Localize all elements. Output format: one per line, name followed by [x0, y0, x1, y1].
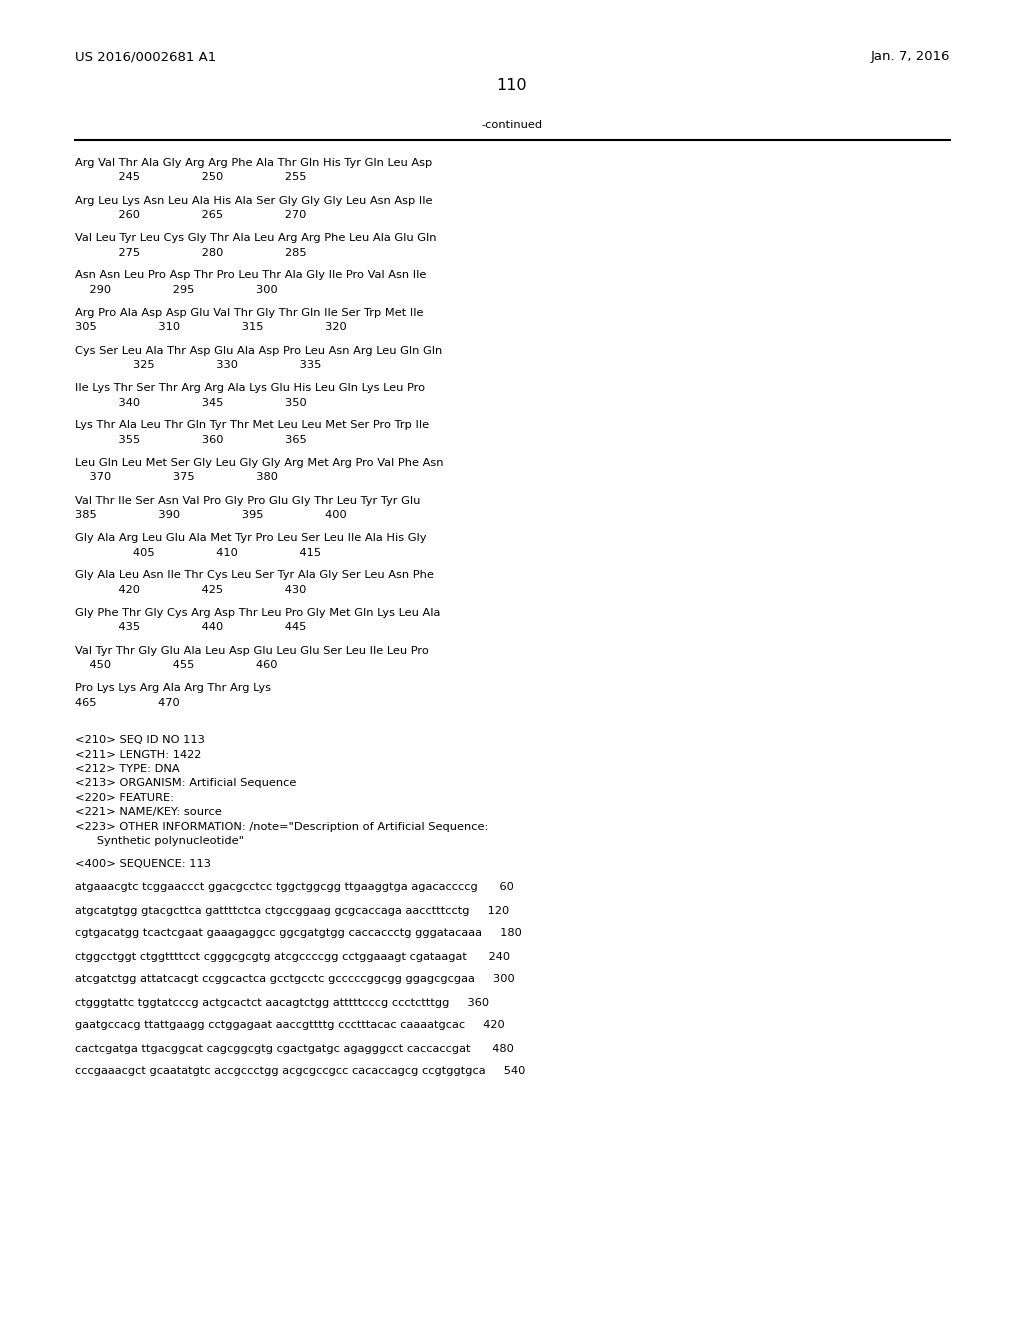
Text: 435                 440                 445: 435 440 445 — [75, 623, 306, 632]
Text: 450                 455                 460: 450 455 460 — [75, 660, 278, 671]
Text: <221> NAME/KEY: source: <221> NAME/KEY: source — [75, 808, 222, 817]
Text: 370                 375                 380: 370 375 380 — [75, 473, 278, 483]
Text: <212> TYPE: DNA: <212> TYPE: DNA — [75, 764, 179, 774]
Text: Arg Leu Lys Asn Leu Ala His Ala Ser Gly Gly Gly Leu Asn Asp Ile: Arg Leu Lys Asn Leu Ala His Ala Ser Gly … — [75, 195, 432, 206]
Text: Synthetic polynucleotide": Synthetic polynucleotide" — [75, 837, 244, 846]
Text: 465                 470: 465 470 — [75, 697, 180, 708]
Text: <210> SEQ ID NO 113: <210> SEQ ID NO 113 — [75, 735, 205, 744]
Text: atgcatgtgg gtacgcttca gattttctca ctgccggaag gcgcaccaga aacctttcctg     120: atgcatgtgg gtacgcttca gattttctca ctgccgg… — [75, 906, 509, 916]
Text: <220> FEATURE:: <220> FEATURE: — [75, 793, 174, 803]
Text: atgaaacgtc tcggaaccct ggacgcctcc tggctggcgg ttgaaggtga agacaccccg      60: atgaaacgtc tcggaaccct ggacgcctcc tggctgg… — [75, 883, 514, 892]
Text: 405                 410                 415: 405 410 415 — [75, 548, 322, 557]
Text: Gly Ala Arg Leu Glu Ala Met Tyr Pro Leu Ser Leu Ile Ala His Gly: Gly Ala Arg Leu Glu Ala Met Tyr Pro Leu … — [75, 533, 427, 543]
Text: 420                 425                 430: 420 425 430 — [75, 585, 306, 595]
Text: 245                 250                 255: 245 250 255 — [75, 173, 306, 182]
Text: Pro Lys Lys Arg Ala Arg Thr Arg Lys: Pro Lys Lys Arg Ala Arg Thr Arg Lys — [75, 682, 271, 693]
Text: atcgatctgg attatcacgt ccggcactca gcctgcctc gcccccggcgg ggagcgcgaa     300: atcgatctgg attatcacgt ccggcactca gcctgcc… — [75, 974, 515, 985]
Text: Gly Ala Leu Asn Ile Thr Cys Leu Ser Tyr Ala Gly Ser Leu Asn Phe: Gly Ala Leu Asn Ile Thr Cys Leu Ser Tyr … — [75, 570, 434, 581]
Text: 275                 280                 285: 275 280 285 — [75, 248, 306, 257]
Text: Asn Asn Leu Pro Asp Thr Pro Leu Thr Ala Gly Ile Pro Val Asn Ile: Asn Asn Leu Pro Asp Thr Pro Leu Thr Ala … — [75, 271, 426, 281]
Text: ctggcctggt ctggttttcct cgggcgcgtg atcgccccgg cctggaaagt cgataagat      240: ctggcctggt ctggttttcct cgggcgcgtg atcgcc… — [75, 952, 510, 961]
Text: US 2016/0002681 A1: US 2016/0002681 A1 — [75, 50, 216, 63]
Text: 340                 345                 350: 340 345 350 — [75, 397, 307, 408]
Text: Cys Ser Leu Ala Thr Asp Glu Ala Asp Pro Leu Asn Arg Leu Gln Gln: Cys Ser Leu Ala Thr Asp Glu Ala Asp Pro … — [75, 346, 442, 355]
Text: ctgggtattc tggtatcccg actgcactct aacagtctgg atttttcccg ccctctttgg     360: ctgggtattc tggtatcccg actgcactct aacagtc… — [75, 998, 489, 1007]
Text: 305                 310                 315                 320: 305 310 315 320 — [75, 322, 347, 333]
Text: cccgaaacgct gcaatatgtc accgccctgg acgcgccgcc cacaccagcg ccgtggtgca     540: cccgaaacgct gcaatatgtc accgccctgg acgcgc… — [75, 1067, 525, 1077]
Text: Val Tyr Thr Gly Glu Ala Leu Asp Glu Leu Glu Ser Leu Ile Leu Pro: Val Tyr Thr Gly Glu Ala Leu Asp Glu Leu … — [75, 645, 429, 656]
Text: <211> LENGTH: 1422: <211> LENGTH: 1422 — [75, 750, 202, 759]
Text: Val Leu Tyr Leu Cys Gly Thr Ala Leu Arg Arg Phe Leu Ala Glu Gln: Val Leu Tyr Leu Cys Gly Thr Ala Leu Arg … — [75, 234, 436, 243]
Text: Jan. 7, 2016: Jan. 7, 2016 — [870, 50, 950, 63]
Text: Val Thr Ile Ser Asn Val Pro Gly Pro Glu Gly Thr Leu Tyr Tyr Glu: Val Thr Ile Ser Asn Val Pro Gly Pro Glu … — [75, 495, 421, 506]
Text: 385                 390                 395                 400: 385 390 395 400 — [75, 510, 347, 520]
Text: cactcgatga ttgacggcat cagcggcgtg cgactgatgc agagggcct caccaccgat      480: cactcgatga ttgacggcat cagcggcgtg cgactga… — [75, 1044, 514, 1053]
Text: <400> SEQUENCE: 113: <400> SEQUENCE: 113 — [75, 859, 211, 870]
Text: -continued: -continued — [481, 120, 543, 129]
Text: Arg Pro Ala Asp Asp Glu Val Thr Gly Thr Gln Ile Ser Trp Met Ile: Arg Pro Ala Asp Asp Glu Val Thr Gly Thr … — [75, 308, 424, 318]
Text: <223> OTHER INFORMATION: /note="Description of Artificial Sequence:: <223> OTHER INFORMATION: /note="Descript… — [75, 822, 488, 832]
Text: 355                 360                 365: 355 360 365 — [75, 436, 307, 445]
Text: Leu Gln Leu Met Ser Gly Leu Gly Gly Arg Met Arg Pro Val Phe Asn: Leu Gln Leu Met Ser Gly Leu Gly Gly Arg … — [75, 458, 443, 469]
Text: <213> ORGANISM: Artificial Sequence: <213> ORGANISM: Artificial Sequence — [75, 779, 296, 788]
Text: 110: 110 — [497, 78, 527, 92]
Text: Gly Phe Thr Gly Cys Arg Asp Thr Leu Pro Gly Met Gln Lys Leu Ala: Gly Phe Thr Gly Cys Arg Asp Thr Leu Pro … — [75, 609, 440, 618]
Text: Arg Val Thr Ala Gly Arg Arg Phe Ala Thr Gln His Tyr Gln Leu Asp: Arg Val Thr Ala Gly Arg Arg Phe Ala Thr … — [75, 158, 432, 168]
Text: 290                 295                 300: 290 295 300 — [75, 285, 278, 294]
Text: cgtgacatgg tcactcgaat gaaagaggcc ggcgatgtgg caccaccctg gggatacaaa     180: cgtgacatgg tcactcgaat gaaagaggcc ggcgatg… — [75, 928, 522, 939]
Text: gaatgccacg ttattgaagg cctggagaat aaccgttttg ccctttacac caaaatgcac     420: gaatgccacg ttattgaagg cctggagaat aaccgtt… — [75, 1020, 505, 1031]
Text: 260                 265                 270: 260 265 270 — [75, 210, 306, 220]
Text: Lys Thr Ala Leu Thr Gln Tyr Thr Met Leu Leu Met Ser Pro Trp Ile: Lys Thr Ala Leu Thr Gln Tyr Thr Met Leu … — [75, 421, 429, 430]
Text: 325                 330                 335: 325 330 335 — [75, 360, 322, 370]
Text: Ile Lys Thr Ser Thr Arg Arg Ala Lys Glu His Leu Gln Lys Leu Pro: Ile Lys Thr Ser Thr Arg Arg Ala Lys Glu … — [75, 383, 425, 393]
